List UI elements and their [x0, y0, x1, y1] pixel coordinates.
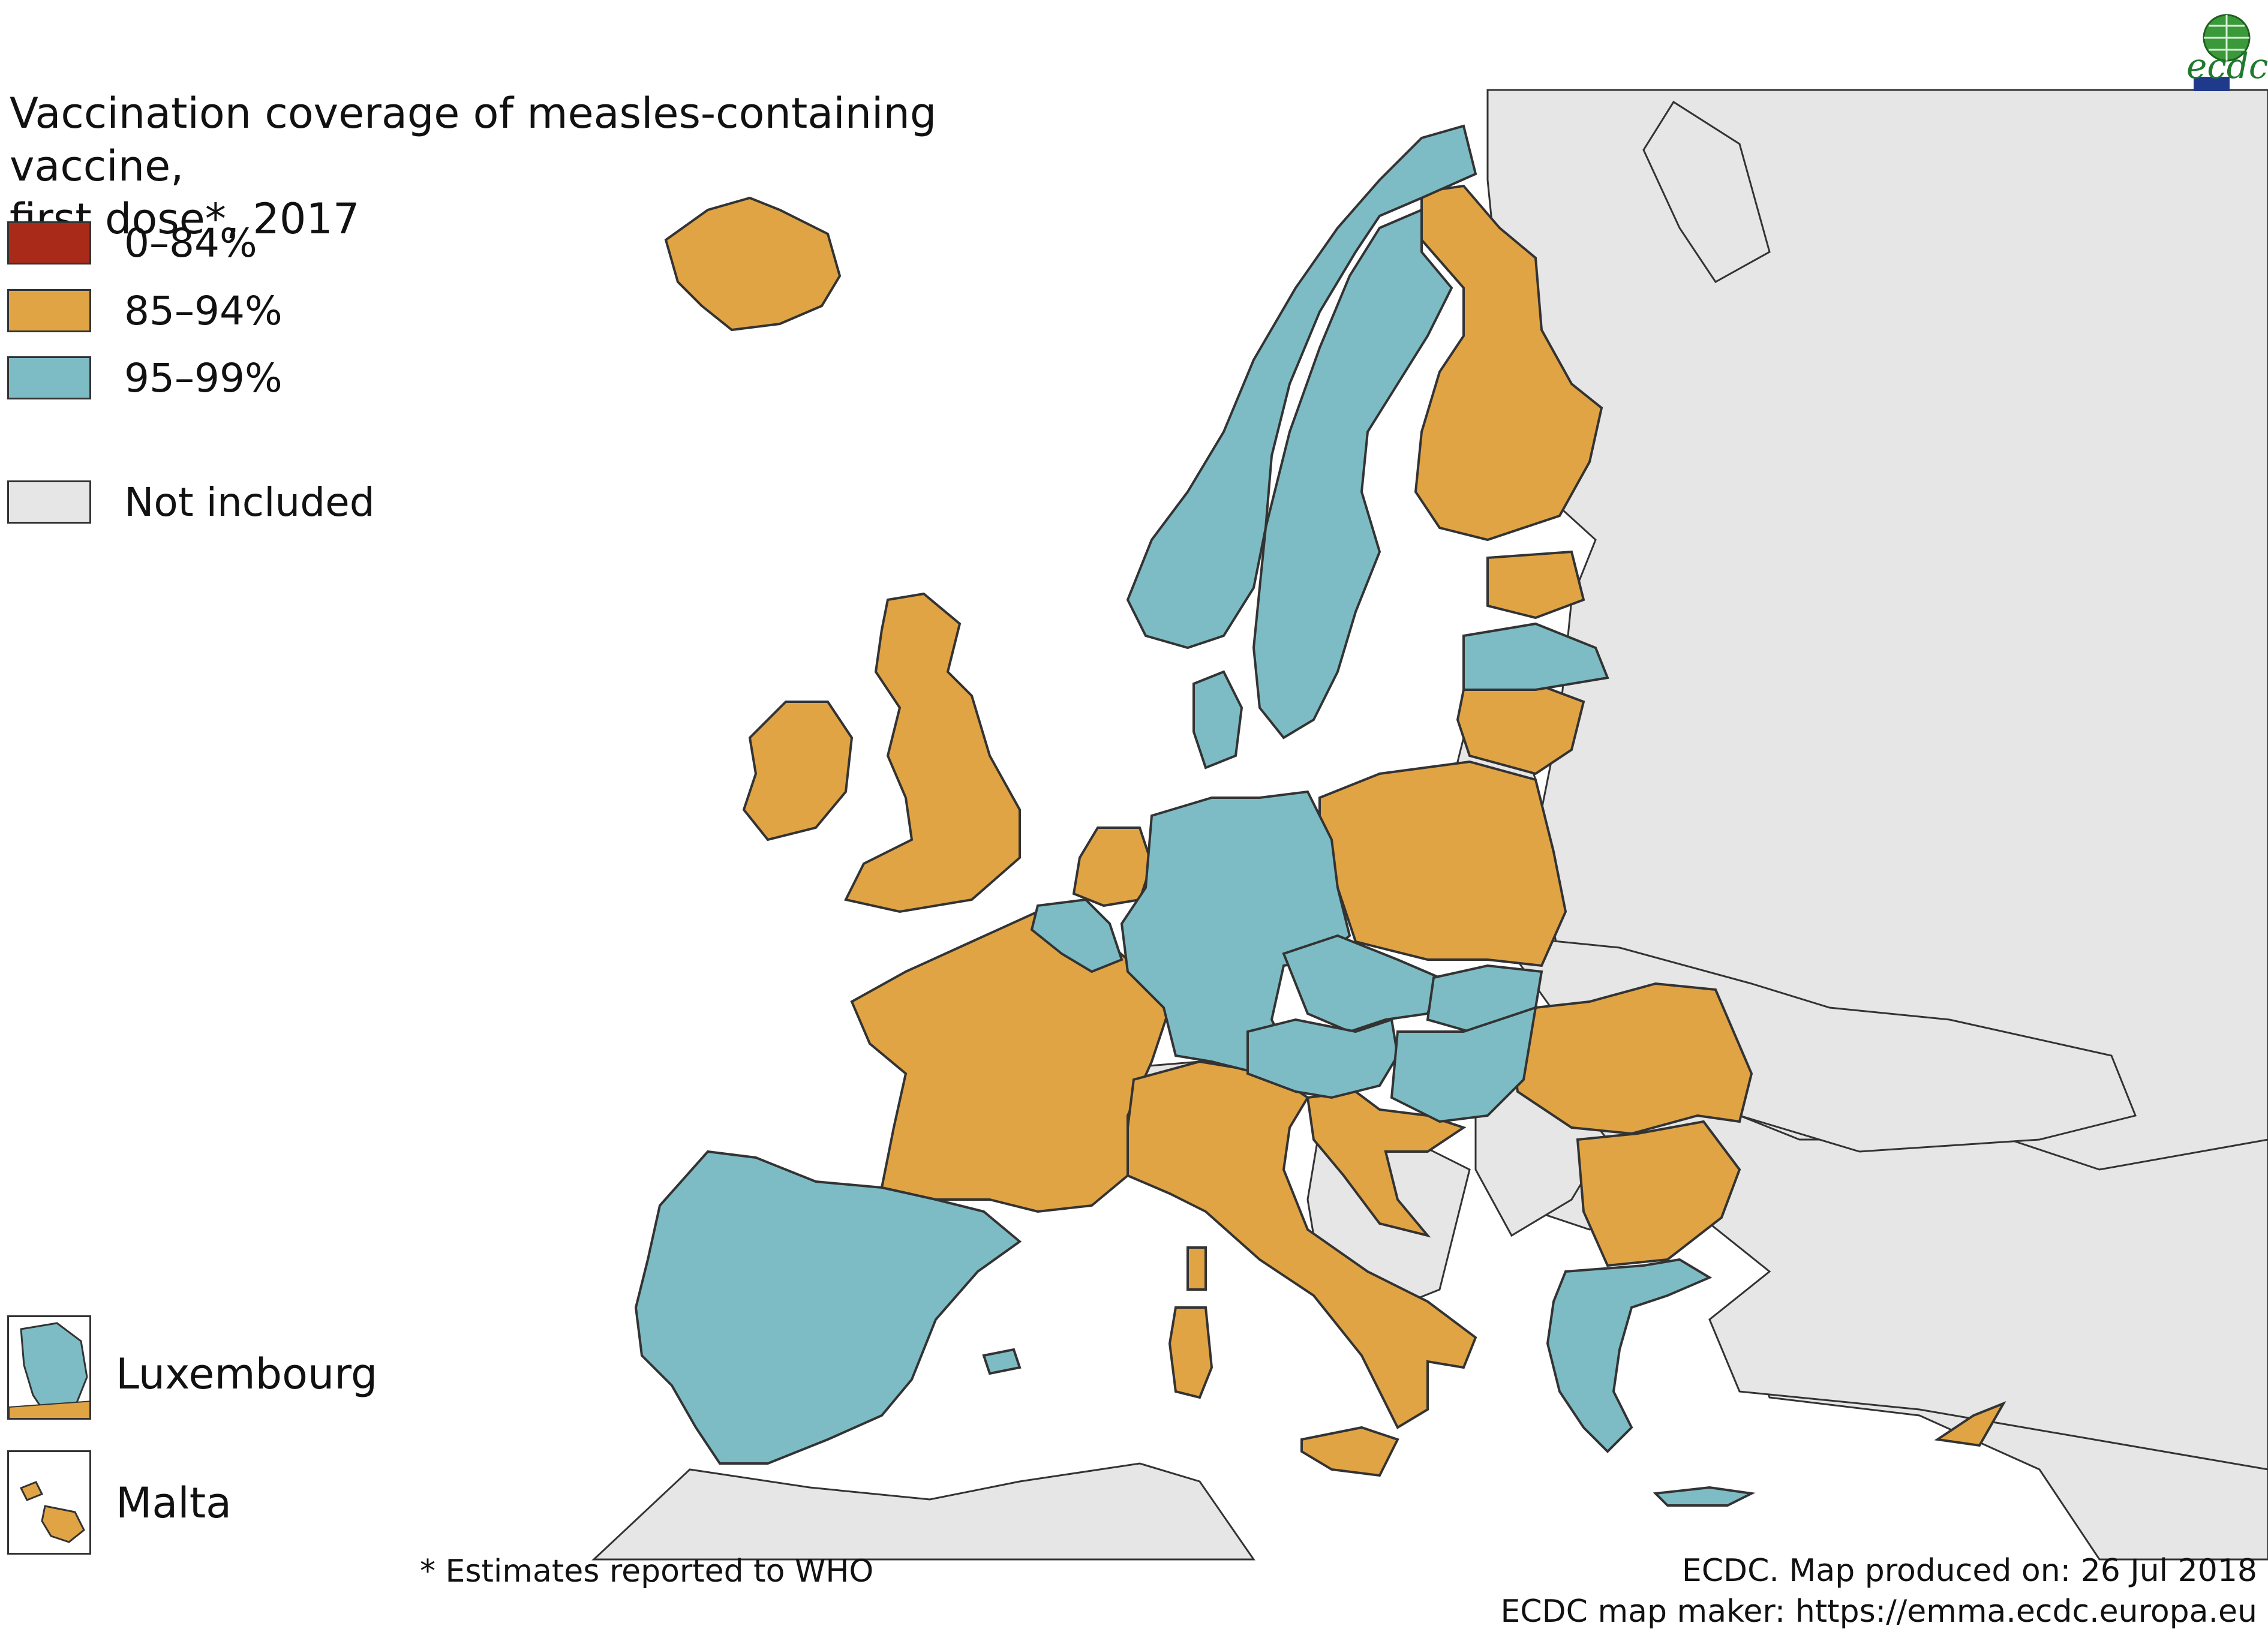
ireland: [742, 701, 854, 841]
legend-item-0-84: 0–84%: [7, 219, 257, 267]
germany: [1120, 790, 1351, 1075]
globe-icon: [2194, 14, 2251, 91]
malta-label: Malta: [116, 1478, 232, 1528]
united-kingdom: [844, 592, 1021, 913]
luxembourg-label: Luxembourg: [116, 1350, 378, 1399]
coverage-95-99: [634, 124, 1756, 1507]
legend-swatch: [7, 221, 91, 265]
legend-item-95-99: 95–99%: [7, 354, 283, 402]
poland: [1318, 760, 1567, 967]
luxembourg-shape: [9, 1322, 89, 1418]
crete: [1653, 1486, 1756, 1507]
legend-item-not-included: Not included: [7, 478, 375, 526]
legend-label: 0–84%: [124, 220, 257, 266]
italy: [1127, 1060, 1477, 1429]
sicily: [1300, 1426, 1399, 1477]
ecdc-logo: ecdc: [2170, 11, 2268, 95]
malta-inset: [7, 1450, 91, 1555]
footnote: * Estimates reported to WHO: [420, 1553, 874, 1589]
not-included-land: [591, 89, 2268, 1561]
austria: [1246, 1018, 1399, 1099]
sardinia: [1168, 1306, 1213, 1399]
romania: [1510, 982, 1753, 1135]
legend-swatch: [7, 289, 91, 332]
balearic: [982, 1348, 1022, 1375]
map-title: Vaccination coverage of measles-containi…: [10, 89, 937, 244]
denmark: [1192, 670, 1243, 770]
legend-item-85-94: 85–94%: [7, 287, 283, 335]
greece: [1546, 1258, 1713, 1453]
legend-label: 85–94%: [124, 287, 283, 334]
belgium: [1030, 898, 1124, 973]
iceland: [664, 196, 842, 332]
legend-swatch: [7, 480, 91, 524]
coverage-85-94: [664, 184, 2006, 1477]
legend-label: 95–99%: [124, 354, 283, 401]
slovenia-croatia: [1306, 1090, 1467, 1238]
legend-swatch: [7, 356, 91, 399]
netherlands: [1072, 826, 1153, 907]
sweden: [1252, 208, 1453, 740]
spain-portugal: [634, 1150, 1022, 1465]
corsica: [1186, 1246, 1207, 1291]
hungary: [1390, 1006, 1537, 1123]
cyprus: [1934, 1401, 2006, 1447]
credits: ECDC. Map produced on: 26 Jul 2018 ECDC …: [1500, 1550, 2257, 1632]
logo-text: ecdc: [2186, 46, 2268, 86]
legend-label: Not included: [124, 479, 375, 525]
finland: [1414, 184, 1603, 542]
malta-shape: [19, 1481, 85, 1543]
france: [850, 910, 1171, 1213]
estonia: [1486, 550, 1585, 620]
luxembourg-inset: [7, 1315, 91, 1420]
norway: [1126, 124, 1477, 650]
credits-line-2: ECDC map maker: https://emma.ecdc.europa…: [1500, 1594, 2257, 1630]
latvia: [1462, 622, 1609, 691]
credits-line-1: ECDC. Map produced on: 26 Jul 2018: [1681, 1553, 2257, 1589]
bulgaria: [1576, 1120, 1741, 1267]
